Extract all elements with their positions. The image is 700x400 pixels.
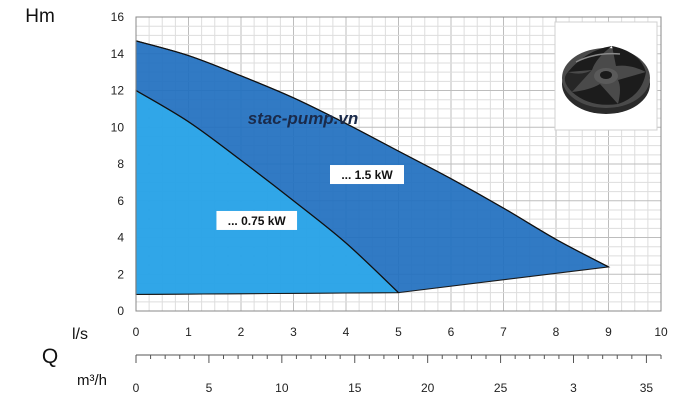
secondary-tick-label: 35 xyxy=(640,381,654,395)
x-tick-label: 1 xyxy=(185,325,192,339)
impeller-icon xyxy=(562,46,650,114)
y-tick-label: 8 xyxy=(117,157,124,171)
x-tick-label: 0 xyxy=(133,325,140,339)
watermark: stac-pump.vn xyxy=(248,109,359,128)
series-curve-0 xyxy=(135,40,609,268)
annotation-box xyxy=(216,210,298,230)
x-tick-label: 10 xyxy=(654,325,668,339)
plot-border xyxy=(135,16,662,312)
annotation-box xyxy=(330,165,404,185)
y-tick-label: 10 xyxy=(111,120,125,134)
x-tick-label: 3 xyxy=(290,325,297,339)
y-tick-label: 12 xyxy=(111,84,125,98)
secondary-tick-label: 5 xyxy=(206,381,213,395)
x-tick-label: 8 xyxy=(553,325,560,339)
secondary-tick-label: 25 xyxy=(494,381,508,395)
x-tick-label: 2 xyxy=(238,325,245,339)
quantity-label: Q xyxy=(42,345,58,368)
x-tick-label: 9 xyxy=(605,325,612,339)
secondary-axis: 0 5 10 15 20 25 3 35 xyxy=(133,354,662,395)
impeller-image xyxy=(554,21,658,131)
secondary-tick-label: 15 xyxy=(348,381,362,395)
annotation-label: ... 0.75 kW xyxy=(228,214,287,228)
annotation-label: ... 1.5 kW xyxy=(341,168,393,182)
y-tick-label: 16 xyxy=(111,10,125,24)
y-tick-label: 14 xyxy=(111,47,125,61)
y-tick-label: 6 xyxy=(117,194,124,208)
annotations: ... 1.5 kW ... 0.75 kW xyxy=(216,165,404,230)
plot-frame xyxy=(135,16,662,312)
x-tick-label: 4 xyxy=(343,325,350,339)
secondary-tick-label: 0 xyxy=(133,381,140,395)
secondary-axis-label: m³/h xyxy=(77,372,107,389)
y-tick-label: 2 xyxy=(117,267,124,281)
y-tick-label: 0 xyxy=(117,304,124,318)
y-tick-label: 4 xyxy=(117,231,124,245)
x-tick-label: 6 xyxy=(448,325,455,339)
x-tick-label: 7 xyxy=(500,325,507,339)
x-tick-label: 5 xyxy=(395,325,402,339)
secondary-tick-label: 10 xyxy=(275,381,289,395)
series-curve-1 xyxy=(135,89,399,294)
y-axis-label: Hm xyxy=(25,6,55,27)
secondary-tick-label: 20 xyxy=(421,381,435,395)
secondary-tick-label: 3 xyxy=(570,381,577,395)
x-axis-label: l/s xyxy=(72,326,88,343)
